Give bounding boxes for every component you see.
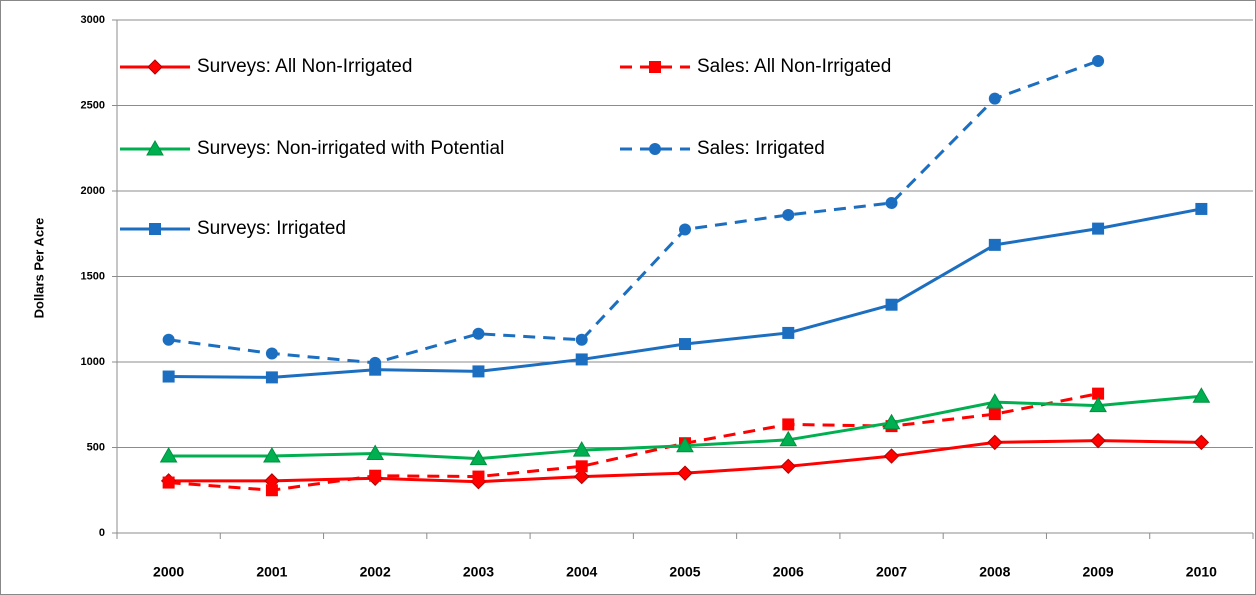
y-tick-label: 2500 xyxy=(81,99,105,111)
legend-marker xyxy=(649,143,661,155)
marker xyxy=(679,223,691,236)
marker xyxy=(1089,396,1107,413)
marker xyxy=(676,436,694,453)
y-tick-label: 3000 xyxy=(81,14,105,26)
marker xyxy=(779,430,798,447)
marker xyxy=(575,333,588,346)
marker xyxy=(263,447,281,463)
x-tick-label: 2008 xyxy=(979,564,1010,580)
legend-label: Sales: All Non-Irrigated xyxy=(697,56,891,77)
x-tick-label: 2005 xyxy=(669,564,700,580)
marker xyxy=(472,470,485,483)
marker xyxy=(1092,387,1105,400)
y-axis-label: Dollars Per Acre xyxy=(31,218,46,319)
marker xyxy=(988,92,1001,105)
series-line xyxy=(168,59,1099,365)
marker xyxy=(159,447,178,463)
legend-marker xyxy=(649,61,661,73)
x-tick-label: 2001 xyxy=(256,564,287,580)
marker xyxy=(265,371,278,384)
marker xyxy=(162,476,175,489)
series-line xyxy=(168,392,1099,492)
marker xyxy=(782,208,795,221)
marker xyxy=(987,434,1003,451)
marker xyxy=(472,365,485,378)
marker xyxy=(574,468,590,485)
y-tick-label: 1500 xyxy=(81,270,105,282)
marker xyxy=(1193,434,1210,451)
marker xyxy=(988,238,1001,251)
marker xyxy=(369,363,382,376)
legend-marker xyxy=(146,139,164,156)
marker xyxy=(1092,55,1105,68)
marker xyxy=(885,196,898,209)
marker xyxy=(883,448,900,464)
marker xyxy=(885,298,898,311)
marker xyxy=(988,408,1001,421)
marker xyxy=(780,458,796,475)
legend-marker xyxy=(149,223,161,235)
x-tick-label: 2003 xyxy=(463,564,494,580)
marker xyxy=(162,333,175,346)
legend-label: Surveys: Non-irrigated with Potential xyxy=(197,138,504,159)
marker xyxy=(366,444,385,460)
marker xyxy=(1195,202,1208,215)
marker xyxy=(882,413,901,430)
marker xyxy=(575,460,588,473)
marker xyxy=(472,327,485,340)
marker xyxy=(265,484,278,497)
y-tick-label: 0 xyxy=(99,527,105,539)
x-tick-label: 2000 xyxy=(153,564,184,580)
marker xyxy=(162,370,175,383)
x-tick-label: 2002 xyxy=(360,564,391,580)
x-tick-label: 2009 xyxy=(1083,564,1114,580)
marker xyxy=(679,338,691,351)
y-tick-label: 2000 xyxy=(81,185,105,197)
x-tick-label: 2007 xyxy=(876,564,907,580)
x-tick-label: 2010 xyxy=(1186,564,1217,580)
legend-label: Surveys: Irrigated xyxy=(197,218,346,239)
marker xyxy=(575,353,588,366)
legend-label: Sales: Irrigated xyxy=(697,138,825,159)
marker xyxy=(469,449,488,466)
y-tick-label: 1000 xyxy=(81,356,105,368)
x-tick-label: 2006 xyxy=(773,564,804,580)
marker xyxy=(677,465,693,481)
marker xyxy=(265,347,278,360)
marker xyxy=(985,393,1004,409)
marker xyxy=(782,418,795,431)
y-tick-label: 500 xyxy=(87,441,105,453)
legend-label: Surveys: All Non-Irrigated xyxy=(197,56,412,77)
marker xyxy=(572,441,591,457)
marker xyxy=(1192,387,1211,403)
x-tick-label: 2004 xyxy=(566,564,597,580)
marker xyxy=(782,326,795,339)
marker xyxy=(1090,432,1106,449)
legend-marker xyxy=(147,59,163,75)
marker xyxy=(1092,222,1105,235)
marker xyxy=(369,469,382,482)
